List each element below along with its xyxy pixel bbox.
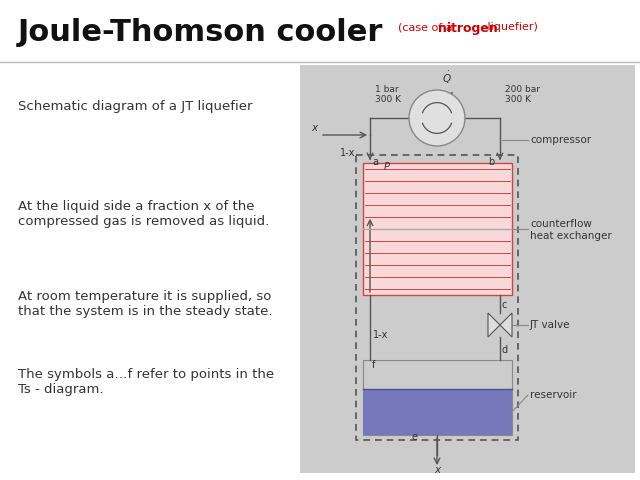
Text: reservoir: reservoir <box>530 390 577 400</box>
Text: 1-x: 1-x <box>373 330 388 340</box>
Text: x: x <box>434 465 440 475</box>
Bar <box>356 155 518 440</box>
Text: P: P <box>384 162 390 172</box>
Text: e: e <box>412 432 418 442</box>
Text: liquefier): liquefier) <box>484 22 538 32</box>
Text: Joule-Thomson cooler: Joule-Thomson cooler <box>18 18 383 47</box>
Bar <box>300 65 635 473</box>
Text: At the liquid side a fraction x of the
compressed gas is removed as liquid.: At the liquid side a fraction x of the c… <box>18 200 269 228</box>
Text: c: c <box>502 300 508 310</box>
Text: At room temperature it is supplied, so
that the system is in the steady state.: At room temperature it is supplied, so t… <box>18 290 273 318</box>
Bar <box>363 163 512 295</box>
Circle shape <box>409 90 465 146</box>
Text: a: a <box>372 157 378 167</box>
Text: b: b <box>488 157 494 167</box>
Bar <box>363 360 512 435</box>
Text: counterflow
heat exchanger: counterflow heat exchanger <box>530 219 612 241</box>
Bar <box>363 388 512 435</box>
Text: JT valve: JT valve <box>530 320 570 330</box>
Polygon shape <box>500 313 512 337</box>
Text: The symbols a…f refer to points in the
Ts - diagram.: The symbols a…f refer to points in the T… <box>18 368 274 396</box>
Text: f: f <box>372 360 376 370</box>
Polygon shape <box>488 313 500 337</box>
Text: 1 bar
300 K: 1 bar 300 K <box>375 85 401 104</box>
Text: nitrogen: nitrogen <box>438 22 498 35</box>
Text: 1-x: 1-x <box>340 148 355 158</box>
Text: 200 bar
300 K: 200 bar 300 K <box>505 85 540 104</box>
Text: (case of a: (case of a <box>398 22 456 32</box>
Text: d: d <box>502 345 508 355</box>
Text: Schematic diagram of a JT liquefier: Schematic diagram of a JT liquefier <box>18 100 253 113</box>
Text: x: x <box>311 123 317 133</box>
Text: compressor: compressor <box>530 135 591 145</box>
Text: $\dot{Q}$: $\dot{Q}$ <box>442 70 452 86</box>
